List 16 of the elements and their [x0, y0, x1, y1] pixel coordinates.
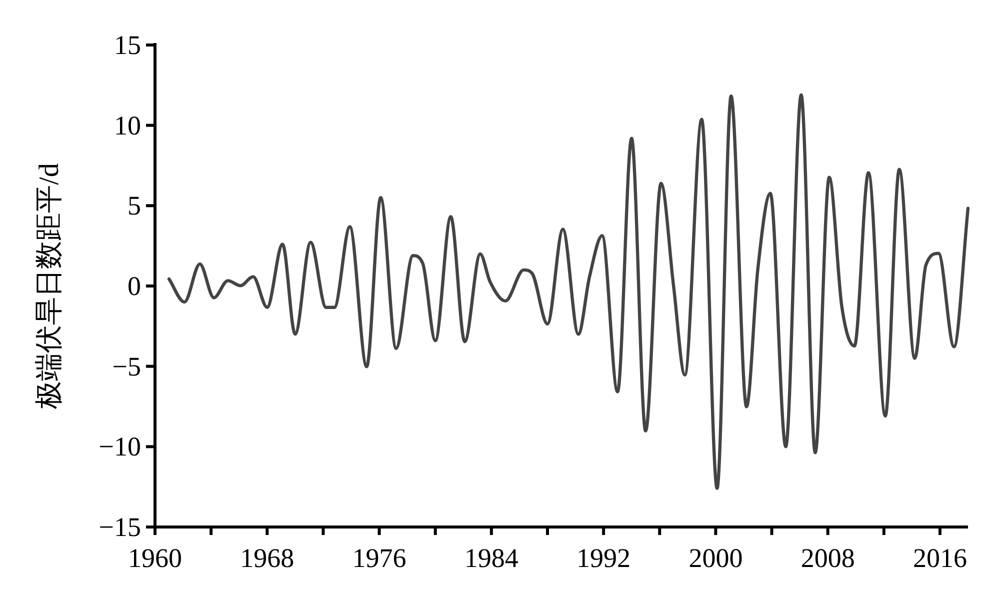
- y-tick-label: 5: [128, 190, 141, 221]
- x-tick-label: 1968: [240, 543, 294, 573]
- x-tick-label: 2008: [800, 543, 855, 573]
- y-tick-label: −10: [98, 432, 141, 462]
- x-tick-label: 1960: [128, 543, 182, 573]
- x-tick-label: 1976: [352, 543, 406, 573]
- x-tick-label: 2000: [688, 543, 743, 573]
- y-tick-label: 15: [114, 30, 141, 60]
- y-axis-title: 极端伏旱日数距平/d: [34, 163, 65, 410]
- y-tick-label: −5: [112, 351, 141, 382]
- y-tick-label: 10: [114, 110, 141, 140]
- x-tick-label: 1984: [464, 543, 519, 573]
- x-tick-label: 2016: [912, 543, 967, 573]
- y-tick-label: −15: [98, 512, 141, 542]
- x-tick-label: 1992: [576, 543, 631, 573]
- y-tick-label: 0: [128, 271, 141, 301]
